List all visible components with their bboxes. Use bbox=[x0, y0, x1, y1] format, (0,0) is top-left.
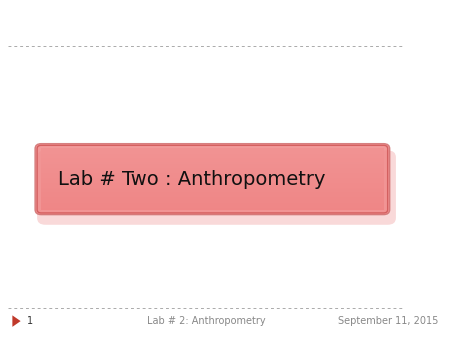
Bar bbox=[41, 178, 383, 179]
Bar bbox=[41, 198, 383, 199]
Bar bbox=[41, 196, 383, 197]
Bar bbox=[41, 158, 383, 159]
Bar bbox=[41, 168, 383, 169]
Bar bbox=[41, 175, 383, 176]
Bar bbox=[41, 169, 383, 170]
Bar bbox=[41, 165, 383, 166]
Bar bbox=[41, 195, 383, 196]
Bar bbox=[41, 167, 383, 168]
Bar bbox=[41, 166, 383, 167]
Bar bbox=[41, 182, 383, 183]
Bar bbox=[41, 180, 383, 181]
Bar bbox=[41, 190, 383, 191]
Bar bbox=[41, 154, 383, 156]
Bar bbox=[41, 150, 383, 152]
Bar bbox=[41, 201, 383, 202]
Bar bbox=[41, 172, 383, 173]
Bar bbox=[41, 206, 383, 208]
Bar bbox=[41, 200, 383, 201]
Bar bbox=[41, 188, 383, 189]
Bar bbox=[41, 189, 383, 190]
Bar bbox=[41, 152, 383, 154]
Bar bbox=[41, 179, 383, 180]
Bar bbox=[41, 177, 383, 178]
Bar bbox=[41, 194, 383, 195]
Bar bbox=[41, 199, 383, 200]
Bar bbox=[41, 148, 383, 150]
Polygon shape bbox=[12, 315, 21, 327]
Bar bbox=[41, 171, 383, 172]
Bar bbox=[41, 186, 383, 187]
Bar bbox=[41, 153, 383, 155]
Bar bbox=[41, 149, 383, 151]
Bar bbox=[41, 161, 383, 162]
Bar bbox=[41, 174, 383, 175]
Bar bbox=[41, 185, 383, 186]
Bar bbox=[41, 197, 383, 198]
Bar bbox=[41, 173, 383, 174]
Bar bbox=[41, 205, 383, 207]
Bar bbox=[41, 183, 383, 184]
Bar bbox=[41, 187, 383, 188]
Bar bbox=[41, 191, 383, 192]
Bar bbox=[41, 163, 383, 164]
Bar bbox=[41, 162, 383, 163]
Text: 1: 1 bbox=[27, 316, 33, 326]
Bar bbox=[41, 184, 383, 185]
Bar bbox=[41, 203, 383, 204]
FancyBboxPatch shape bbox=[37, 150, 396, 225]
Bar bbox=[41, 170, 383, 171]
Bar bbox=[41, 192, 383, 193]
Bar bbox=[41, 160, 383, 161]
Bar bbox=[41, 181, 383, 182]
Bar bbox=[41, 156, 383, 158]
Bar bbox=[41, 155, 383, 157]
Bar bbox=[41, 208, 383, 210]
Bar bbox=[41, 207, 383, 209]
Bar bbox=[41, 164, 383, 165]
Bar bbox=[41, 202, 383, 203]
Bar bbox=[41, 193, 383, 194]
Bar bbox=[41, 159, 383, 160]
Text: September 11, 2015: September 11, 2015 bbox=[338, 316, 439, 326]
Bar bbox=[41, 204, 383, 206]
Text: Lab # 2: Anthropometry: Lab # 2: Anthropometry bbox=[147, 316, 266, 326]
Text: Lab # Two : Anthropometry: Lab # Two : Anthropometry bbox=[58, 170, 325, 189]
Bar bbox=[41, 176, 383, 177]
FancyBboxPatch shape bbox=[35, 144, 390, 215]
Bar bbox=[41, 151, 383, 153]
